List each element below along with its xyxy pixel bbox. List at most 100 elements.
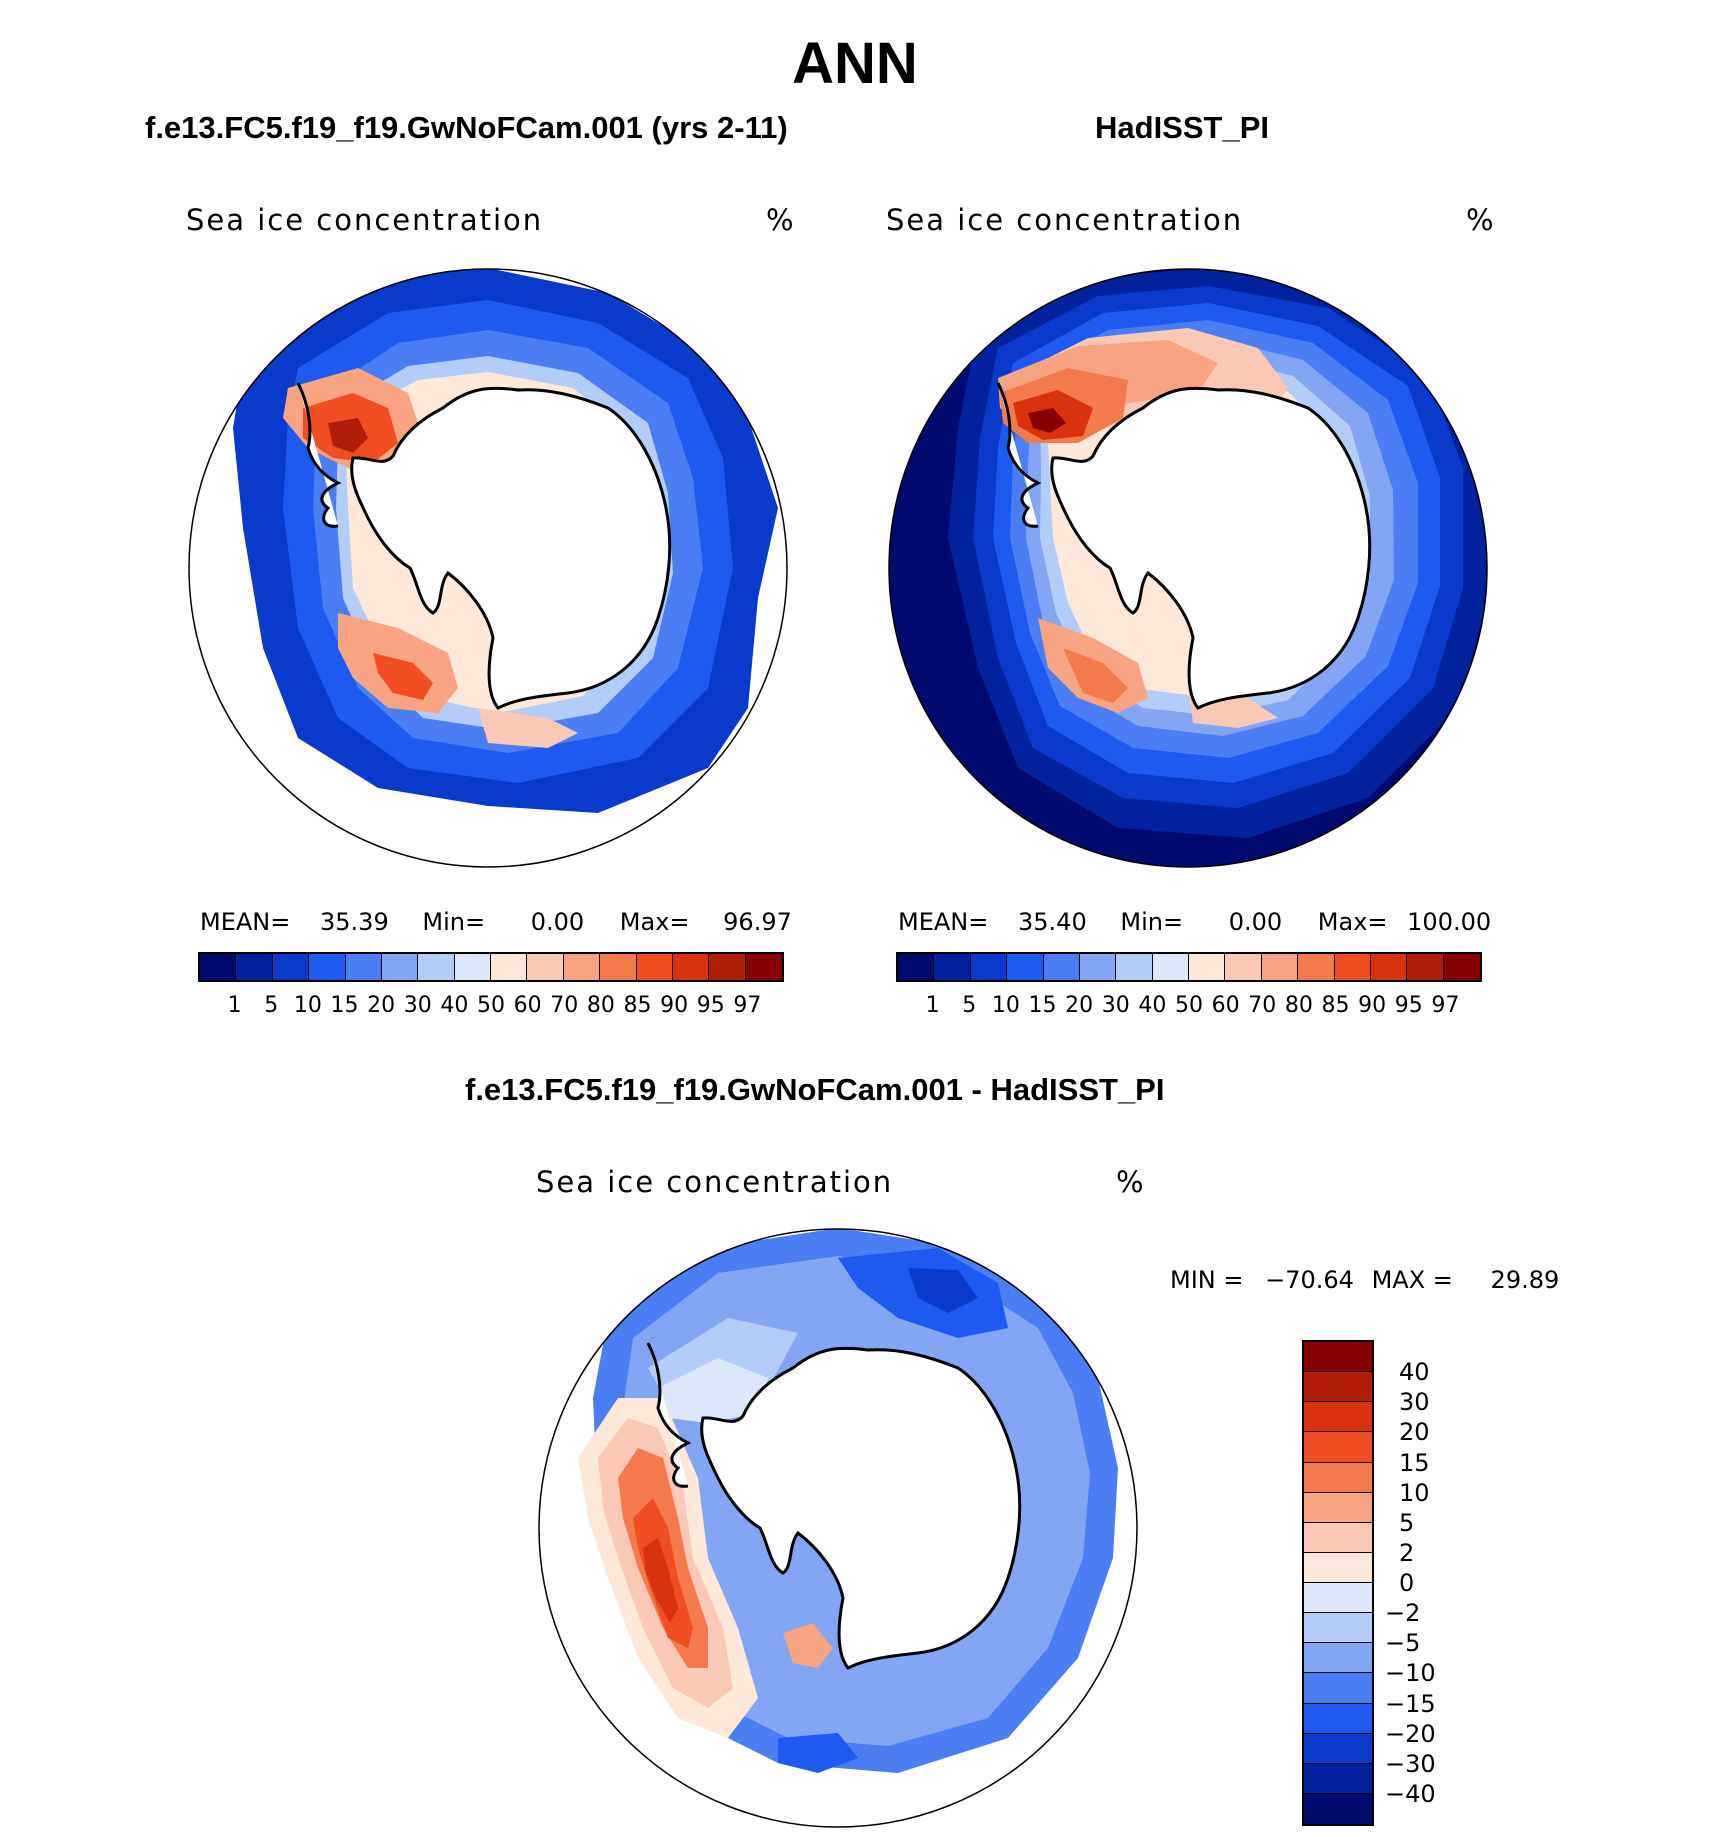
obs-units-label: % <box>1466 203 1496 237</box>
diff-colorbar-swatch <box>1304 1763 1372 1794</box>
diff-stats: MIN = −70.64 MAX = 29.89 <box>1170 1266 1559 1294</box>
model-colorbar-swatch <box>345 954 382 980</box>
obs-colorbar-swatch <box>1007 954 1044 980</box>
diff-colorbar-swatch <box>1304 1402 1372 1433</box>
diff-colorbar-tick-label: −40 <box>1385 1779 1436 1808</box>
diff-colorbar-tick-label: 10 <box>1399 1478 1430 1507</box>
model-colorbar-tick-label: 20 <box>367 993 396 1018</box>
model-colorbar-tick-label: 5 <box>264 993 279 1018</box>
model-colorbar-tick-label: 40 <box>440 993 469 1018</box>
obs-colorbar-tick-label: 97 <box>1431 993 1460 1018</box>
diff-colorbar-swatch <box>1304 1733 1372 1764</box>
diff-colorbar-tick-label: −5 <box>1385 1629 1421 1658</box>
obs-colorbar-tick-label: 90 <box>1358 993 1387 1018</box>
model-colorbar-tick-label: 15 <box>330 993 359 1018</box>
obs-colorbar-swatch <box>1334 954 1371 980</box>
model-colorbar-swatch <box>745 954 782 980</box>
model-colorbar-swatch <box>563 954 601 980</box>
diff-colorbar-swatch <box>1304 1492 1372 1523</box>
model-colorbar-tick-label: 50 <box>477 993 505 1018</box>
diff-colorbar-tick-label: 30 <box>1399 1388 1430 1417</box>
obs-colorbar-tick-label: 10 <box>991 993 1020 1018</box>
obs-colorbar-swatch <box>970 954 1008 980</box>
model-colorbar-tick-label: 80 <box>586 993 615 1018</box>
obs-colorbar <box>896 952 1482 982</box>
obs-colorbar-tick-label: 20 <box>1065 993 1094 1018</box>
obs-min-value: 0.00 <box>1228 908 1283 936</box>
obs-max-value: 100.00 <box>1407 908 1492 936</box>
model-colorbar-tick-label: 95 <box>696 993 725 1018</box>
model-stats: MEAN= 35.39 Min= 0.00 Max= 96.97 <box>200 908 792 936</box>
model-mean-label: MEAN= <box>200 908 291 936</box>
diff-colorbar-tick-label: −20 <box>1385 1719 1436 1748</box>
diff-colorbar-swatch <box>1304 1643 1372 1674</box>
diff-min-value: −70.64 <box>1265 1266 1354 1294</box>
obs-colorbar-swatch <box>1043 954 1080 980</box>
obs-panel-title: HadISST_PI <box>1095 110 1269 145</box>
model-units-label: % <box>766 203 796 237</box>
obs-colorbar-ticks: 1 5 10 15 20 30 40 50 60 70 80 85 90 95 97 <box>896 993 1482 1023</box>
diff-colorbar-swatch <box>1304 1342 1372 1373</box>
obs-polar-map <box>888 268 1488 868</box>
diff-colorbar-tick-label: 20 <box>1399 1418 1430 1447</box>
obs-variable-label: Sea ice concentration <box>886 203 1244 237</box>
diff-colorbar-tick-label: 40 <box>1399 1358 1430 1387</box>
obs-colorbar-swatch <box>1443 954 1480 980</box>
model-min-value: 0.00 <box>530 908 585 936</box>
model-colorbar-tick-label: 97 <box>733 993 762 1018</box>
model-colorbar-swatch <box>381 954 419 980</box>
obs-colorbar-tick-label: 40 <box>1138 993 1167 1018</box>
model-panel-title: f.e13.FC5.f19_f19.GwNoFCam.001 (yrs 2-11… <box>145 110 788 145</box>
diff-units-label: % <box>1116 1165 1146 1199</box>
diff-colorbar-swatch <box>1304 1372 1372 1403</box>
obs-colorbar-swatch <box>1225 954 1262 980</box>
model-colorbar-tick-label: 1 <box>227 993 242 1018</box>
obs-max-label: Max= <box>1317 908 1388 936</box>
diff-colorbar-tick-label: −10 <box>1385 1659 1436 1688</box>
model-colorbar-swatch <box>454 954 491 980</box>
diff-colorbar-tick-label: −2 <box>1385 1599 1421 1628</box>
obs-colorbar-swatch <box>934 954 971 980</box>
model-min-label: Min= <box>422 908 486 936</box>
model-colorbar-ticks: 1 5 10 15 20 30 40 50 60 70 80 85 90 95 97 <box>198 993 784 1023</box>
model-colorbar-swatch <box>672 954 710 980</box>
obs-colorbar-tick-label: 60 <box>1211 993 1240 1018</box>
model-colorbar-tick-label: 70 <box>550 993 579 1018</box>
model-colorbar-swatch <box>600 954 637 980</box>
model-colorbar-swatch <box>636 954 673 980</box>
diff-polar-map <box>538 1228 1138 1828</box>
figure-title: ANN <box>792 31 918 96</box>
obs-colorbar-swatch <box>898 954 935 980</box>
model-polar-map <box>188 268 788 868</box>
diff-colorbar-tick-label: 0 <box>1399 1569 1415 1597</box>
obs-mean-label: MEAN= <box>898 908 989 936</box>
model-colorbar-swatch <box>527 954 564 980</box>
diff-colorbar-tick-label: 5 <box>1399 1508 1415 1537</box>
diff-variable-label: Sea ice concentration <box>536 1165 894 1199</box>
diff-colorbar-tick-label: −30 <box>1385 1749 1436 1778</box>
diff-colorbar-swatch <box>1304 1522 1372 1553</box>
obs-colorbar-tick-label: 80 <box>1284 993 1313 1018</box>
model-variable-label: Sea ice concentration <box>186 203 544 237</box>
diff-colorbar-tick-label: 2 <box>1399 1538 1415 1567</box>
obs-colorbar-swatch <box>1079 954 1117 980</box>
model-colorbar-swatch <box>491 954 528 980</box>
model-mean-value: 35.39 <box>320 908 389 936</box>
diff-colorbar-swatch <box>1304 1462 1372 1493</box>
model-colorbar-swatch <box>709 954 746 980</box>
model-colorbar-tick-label: 10 <box>293 993 322 1018</box>
obs-mean-value: 35.40 <box>1018 908 1087 936</box>
diff-colorbar-swatch <box>1304 1703 1372 1734</box>
obs-colorbar-swatch <box>1152 954 1189 980</box>
diff-panel-title: f.e13.FC5.f19_f19.GwNoFCam.001 - HadISST… <box>465 1072 1165 1107</box>
obs-min-label: Min= <box>1120 908 1184 936</box>
model-colorbar-tick-label: 85 <box>623 993 652 1018</box>
model-colorbar-tick-label: 30 <box>403 993 432 1018</box>
model-colorbar-swatch <box>200 954 237 980</box>
obs-colorbar-tick-label: 70 <box>1248 993 1277 1018</box>
diff-colorbar-swatch <box>1304 1432 1372 1463</box>
model-colorbar <box>198 952 784 982</box>
obs-colorbar-swatch <box>1116 954 1153 980</box>
obs-colorbar-tick-label: 1 <box>925 993 940 1018</box>
obs-colorbar-tick-label: 85 <box>1321 993 1350 1018</box>
